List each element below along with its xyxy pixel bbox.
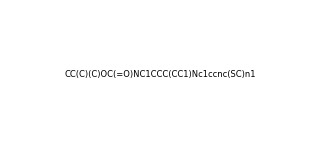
Text: CC(C)(C)OC(=O)NC1CCC(CC1)Nc1ccnc(SC)n1: CC(C)(C)OC(=O)NC1CCC(CC1)Nc1ccnc(SC)n1 <box>65 70 256 79</box>
